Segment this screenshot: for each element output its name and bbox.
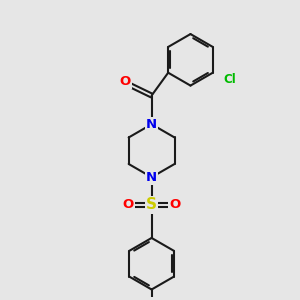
Text: O: O	[169, 198, 181, 211]
Text: Cl: Cl	[224, 73, 237, 86]
Text: O: O	[122, 198, 134, 211]
Text: N: N	[146, 118, 157, 131]
Text: O: O	[119, 75, 131, 88]
Text: S: S	[146, 197, 157, 212]
Text: N: N	[146, 171, 157, 184]
